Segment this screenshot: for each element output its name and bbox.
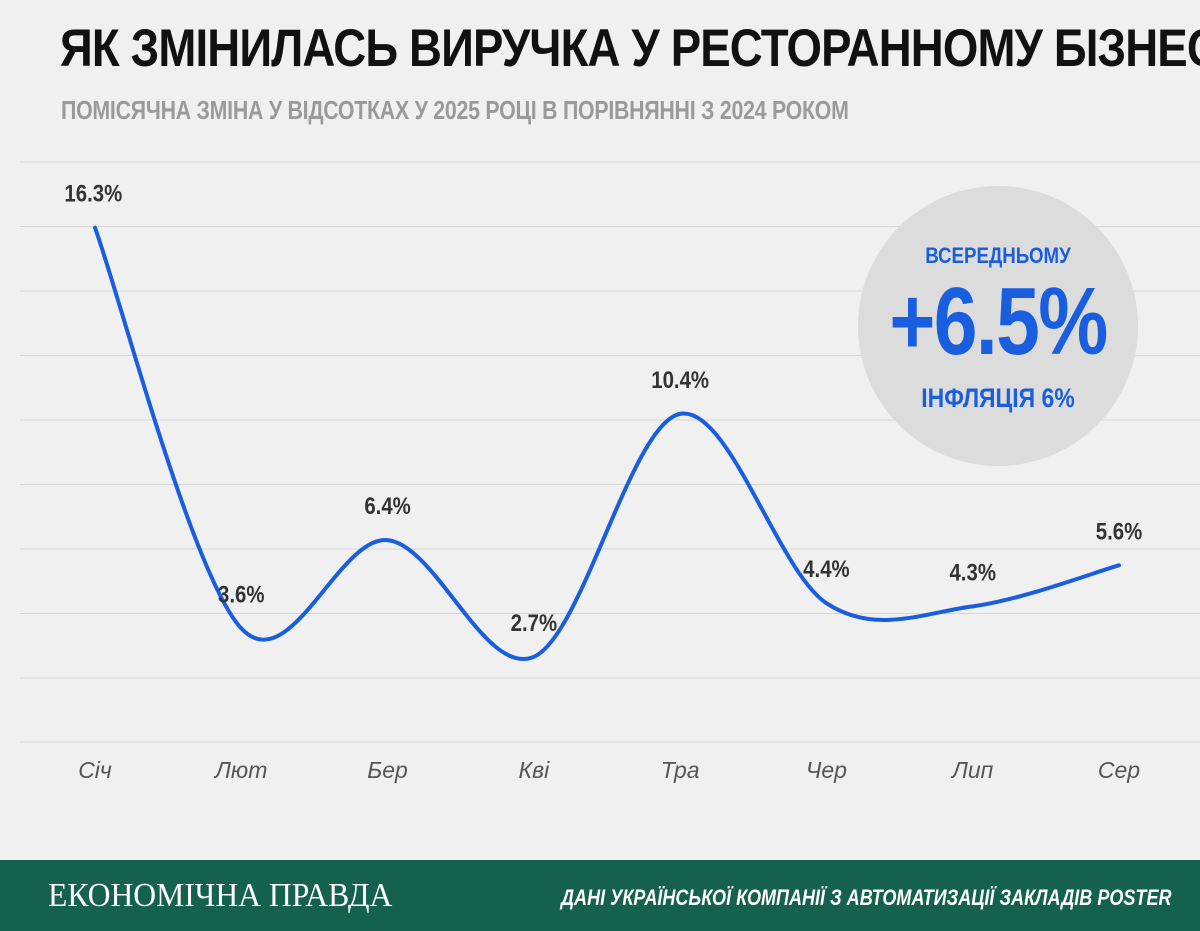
data-label: 5.6% <box>1096 518 1143 545</box>
footer-bar: ЕКОНОМІЧНА ПРАВДА ДАНІ УКРАЇНСЬКОЇ КОМПА… <box>0 860 1200 931</box>
line-chart: 16.3% 3.6% 6.4% 2.7% 10.4% 4.4% 4.3% 5.6% Січ Лют… <box>20 161 1200 783</box>
series-line <box>93 225 1121 662</box>
inflation-note: ІНФЛЯЦІЯ 6% <box>921 383 1075 413</box>
x-tick-label: Лип <box>950 757 994 783</box>
average-value: +6.5% <box>889 268 1108 375</box>
source-note: ДАНІ УКРАЇНСЬКОЇ КОМПАНІЇ З АВТОМАТИЗАЦІ… <box>561 885 1172 910</box>
average-label: ВСЕРЕДНЬОМУ <box>925 243 1071 268</box>
x-tick-label: Чер <box>806 757 847 783</box>
data-label: 4.4% <box>803 556 850 583</box>
x-tick-label: Лют <box>213 757 267 783</box>
data-label: 6.4% <box>364 493 411 520</box>
data-label: 3.6% <box>218 581 265 608</box>
x-tick-label: Січ <box>78 757 112 783</box>
x-tick-label: Тра <box>661 757 700 783</box>
data-label: 10.4% <box>651 366 709 393</box>
average-badge: ВСЕРЕДНЬОМУ +6.5% ІНФЛЯЦІЯ 6% <box>858 186 1138 466</box>
chart-subtitle: ПОМІСЯЧНА ЗМІНА У ВІДСОТКАХ У 2025 РОЦІ … <box>61 95 849 125</box>
x-tick-label: Кві <box>519 757 551 783</box>
x-tick-label: Сер <box>1098 757 1140 783</box>
data-label: 16.3% <box>64 180 122 207</box>
chart-title: ЯК ЗМІНИЛАСЬ ВИРУЧКА У РЕСТОРАННОМУ БІЗН… <box>60 19 1200 78</box>
x-tick-label: Бер <box>367 757 408 783</box>
data-label: 2.7% <box>511 609 558 636</box>
brand-logo: ЕКОНОМІЧНА ПРАВДА <box>48 877 393 914</box>
data-label: 4.3% <box>949 559 996 586</box>
